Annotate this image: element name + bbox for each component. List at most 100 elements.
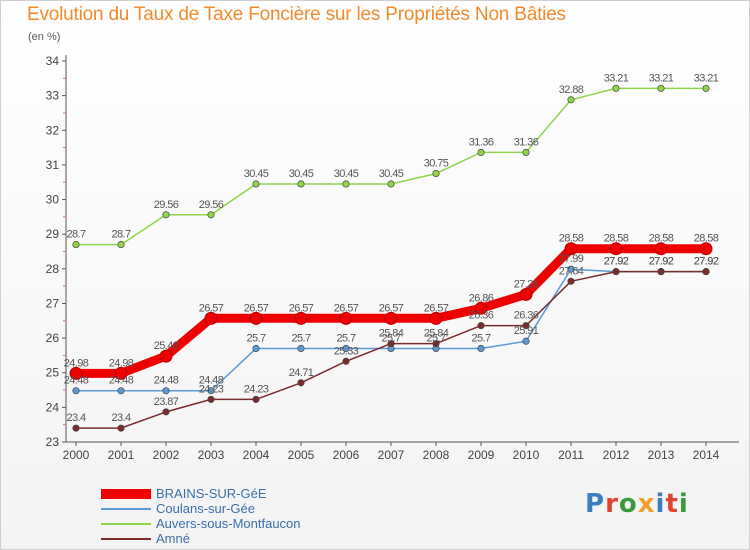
data-label: 27.92 (694, 256, 719, 268)
data-point (609, 242, 623, 256)
data-point (702, 84, 710, 92)
x-tick-label: 2002 (153, 448, 180, 462)
x-tick-label: 2000 (63, 448, 90, 462)
legend-swatch (101, 538, 151, 540)
x-tick-label: 2012 (603, 448, 630, 462)
data-label: 26.57 (244, 302, 269, 314)
data-label: 27.92 (604, 256, 629, 268)
data-label: 28.7 (111, 229, 130, 241)
data-label: 24.23 (199, 383, 224, 395)
x-tick-label: 2004 (243, 448, 270, 462)
y-tick-label: 30 (46, 193, 60, 207)
data-point (522, 322, 530, 330)
legend-swatch (101, 523, 151, 525)
x-tick-label: 2003 (198, 448, 225, 462)
x-tick-label: 2008 (423, 448, 450, 462)
data-point (432, 340, 440, 348)
legend-label: Amné (156, 531, 190, 546)
brand-logo: Proxiti (585, 489, 689, 519)
data-label: 33.21 (649, 72, 674, 84)
data-label: 30.45 (334, 168, 359, 180)
data-point (117, 424, 125, 432)
y-tick-label: 24 (46, 400, 60, 414)
data-label: 25.7 (381, 332, 400, 344)
y-tick-label: 34 (46, 54, 60, 68)
data-label: 24.98 (64, 357, 89, 369)
data-label: 28.7 (66, 229, 85, 241)
y-tick-label: 31 (46, 158, 60, 172)
data-point (477, 344, 485, 353)
data-point (207, 387, 215, 395)
data-point (432, 170, 440, 178)
y-tick-label: 32 (46, 123, 60, 137)
x-tick-label: 2014 (693, 448, 720, 462)
y-tick-label: 27 (46, 296, 60, 310)
data-point (522, 337, 530, 345)
data-point (294, 311, 308, 325)
logo-letter: i (678, 489, 689, 519)
data-label: 27.92 (604, 256, 629, 268)
data-label: 23.4 (111, 412, 130, 424)
data-point (702, 268, 710, 276)
logo-letter: t (665, 489, 679, 519)
data-point (657, 268, 665, 276)
data-point (339, 311, 353, 325)
data-label: 29.56 (154, 199, 179, 211)
data-point (162, 408, 170, 416)
data-point (612, 268, 620, 276)
data-label: 26.57 (289, 302, 314, 314)
chart-title: Evolution du Taux de Taxe Foncière sur l… (27, 4, 566, 25)
data-label: 26.86 (469, 292, 494, 304)
x-tick-label: 2001 (108, 448, 135, 462)
legend-swatch (101, 489, 151, 499)
data-point (342, 344, 350, 353)
data-point (159, 349, 173, 363)
data-point (477, 322, 485, 330)
logo-letter: i (655, 489, 666, 519)
data-point (342, 357, 350, 365)
data-point (72, 241, 80, 249)
data-label: 25.7 (426, 332, 445, 344)
data-label: 25.33 (334, 345, 359, 357)
data-label: 27.64 (559, 265, 584, 277)
data-label: 33.21 (694, 72, 719, 84)
legend-swatch (101, 508, 151, 510)
data-label: 25.7 (246, 332, 265, 344)
logo-letter: P (585, 489, 606, 519)
data-point (297, 344, 305, 353)
data-point (162, 211, 170, 219)
data-point (114, 366, 128, 380)
data-point (252, 180, 260, 188)
logo-letter: o (618, 489, 638, 519)
data-point (387, 340, 395, 348)
data-point (69, 366, 83, 380)
data-label: 25.91 (514, 325, 539, 337)
y-tick-label: 26 (46, 331, 60, 345)
data-point (519, 287, 533, 301)
data-label: 25.84 (379, 328, 404, 340)
data-point (249, 311, 263, 325)
data-label: 27.99 (559, 253, 584, 265)
y-axis-unit: (en %) (28, 31, 61, 43)
x-tick-label: 2010 (513, 448, 540, 462)
data-label: 32.88 (559, 84, 584, 96)
data-label: 24.48 (64, 375, 89, 387)
y-tick-label: 33 (46, 89, 60, 103)
data-label: 27.26 (514, 278, 539, 290)
legend-label: BRAINS-SUR-GéE (156, 486, 267, 501)
data-point (207, 211, 215, 219)
data-point (207, 395, 215, 403)
data-point (72, 424, 80, 432)
data-point (612, 84, 620, 92)
legend-label: Auvers-sous-Montfaucon (156, 516, 301, 531)
data-label: 26.57 (199, 302, 224, 314)
x-tick-label: 2007 (378, 448, 405, 462)
data-point (297, 379, 305, 387)
data-point (117, 387, 125, 395)
data-label: 30.45 (289, 168, 314, 180)
data-label: 24.98 (109, 357, 134, 369)
legend-label: Coulans-sur-Gée (156, 501, 255, 516)
data-label: 25.48 (154, 340, 179, 352)
